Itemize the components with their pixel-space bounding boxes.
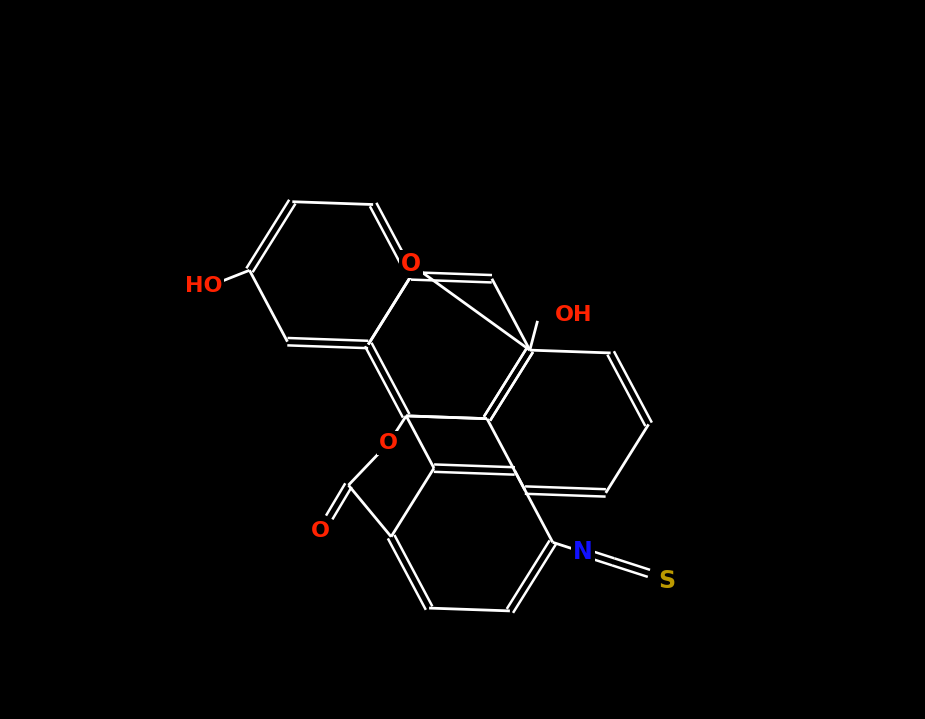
Text: OH: OH [554,305,592,325]
Text: HO: HO [184,275,222,296]
Text: O: O [379,433,399,453]
Text: N: N [574,540,593,564]
Text: O: O [401,252,421,276]
Text: S: S [659,569,675,593]
Text: O: O [311,521,329,541]
